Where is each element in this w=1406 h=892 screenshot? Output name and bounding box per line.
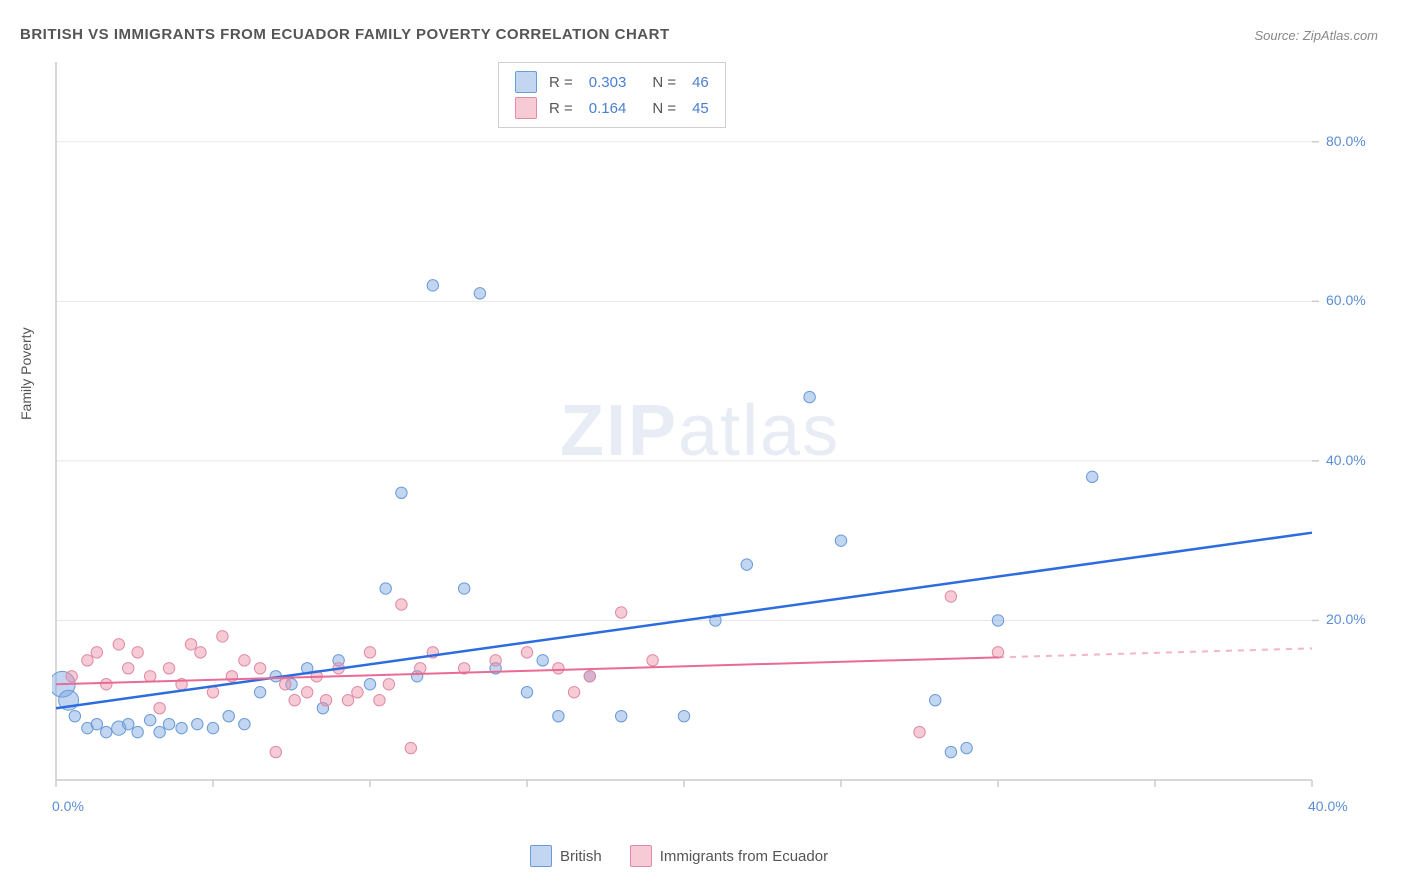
scatter-plot xyxy=(52,60,1352,810)
y-tick-label: 40.0% xyxy=(1326,452,1366,468)
legend-swatch xyxy=(630,845,652,867)
y-tick-label: 60.0% xyxy=(1326,292,1366,308)
legend-n-value: 46 xyxy=(692,74,709,91)
correlation-legend: R = 0.303 N = 46 R = 0.164 N = 45 xyxy=(498,62,726,128)
legend-swatch xyxy=(515,71,537,93)
legend-row: R = 0.303 N = 46 xyxy=(515,69,709,95)
series-legend: British Immigrants from Ecuador xyxy=(530,845,828,867)
x-tick-label: 0.0% xyxy=(52,798,84,814)
legend-n-label: N = xyxy=(652,100,676,117)
legend-item: British xyxy=(530,845,602,867)
y-axis-label: Family Poverty xyxy=(18,327,34,420)
legend-item: Immigrants from Ecuador xyxy=(630,845,828,867)
y-tick-label: 80.0% xyxy=(1326,133,1366,149)
chart-title: BRITISH VS IMMIGRANTS FROM ECUADOR FAMIL… xyxy=(20,26,670,43)
legend-row: R = 0.164 N = 45 xyxy=(515,95,709,121)
source-attribution: Source: ZipAtlas.com xyxy=(1254,28,1378,43)
legend-swatch xyxy=(530,845,552,867)
legend-n-label: N = xyxy=(652,74,676,91)
y-tick-label: 20.0% xyxy=(1326,611,1366,627)
legend-r-value: 0.303 xyxy=(589,74,627,91)
legend-swatch xyxy=(515,97,537,119)
legend-r-label: R = xyxy=(549,74,573,91)
legend-r-value: 0.164 xyxy=(589,100,627,117)
x-tick-label: 40.0% xyxy=(1308,798,1348,814)
legend-label: Immigrants from Ecuador xyxy=(660,848,828,865)
legend-n-value: 45 xyxy=(692,100,709,117)
legend-label: British xyxy=(560,848,602,865)
legend-r-label: R = xyxy=(549,100,573,117)
